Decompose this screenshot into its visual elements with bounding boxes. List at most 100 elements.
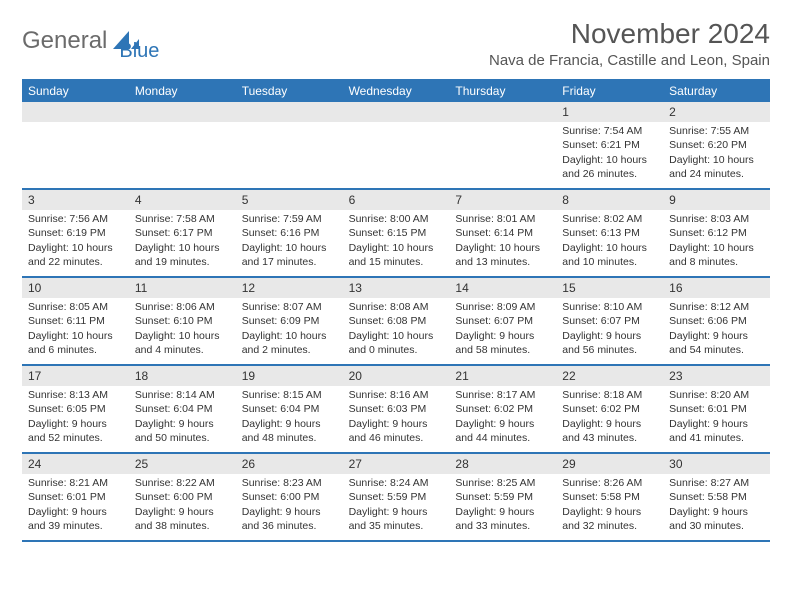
sunrise-text: Sunrise: 8:18 AM	[562, 388, 657, 402]
sunset-text: Sunset: 6:03 PM	[349, 402, 444, 416]
sunset-text: Sunset: 6:16 PM	[242, 226, 337, 240]
sunset-text: Sunset: 6:00 PM	[135, 490, 230, 504]
day-body: Sunrise: 7:55 AMSunset: 6:20 PMDaylight:…	[663, 122, 770, 187]
day-cell: .	[343, 102, 450, 188]
day-cell: 22Sunrise: 8:18 AMSunset: 6:02 PMDayligh…	[556, 366, 663, 452]
daylight-text: Daylight: 10 hours and 0 minutes.	[349, 329, 444, 357]
day-number: 5	[236, 190, 343, 210]
sunset-text: Sunset: 6:20 PM	[669, 138, 764, 152]
daylight-text: Daylight: 9 hours and 52 minutes.	[28, 417, 123, 445]
dow-friday: Friday	[556, 80, 663, 102]
sunset-text: Sunset: 6:07 PM	[562, 314, 657, 328]
day-number: 3	[22, 190, 129, 210]
sunset-text: Sunset: 6:05 PM	[28, 402, 123, 416]
day-cell: 16Sunrise: 8:12 AMSunset: 6:06 PMDayligh…	[663, 278, 770, 364]
day-number: 20	[343, 366, 450, 386]
dow-tuesday: Tuesday	[236, 80, 343, 102]
day-body: Sunrise: 8:17 AMSunset: 6:02 PMDaylight:…	[449, 386, 556, 451]
daylight-text: Daylight: 9 hours and 35 minutes.	[349, 505, 444, 533]
dow-sunday: Sunday	[22, 80, 129, 102]
day-number: 22	[556, 366, 663, 386]
day-number: 28	[449, 454, 556, 474]
day-body: Sunrise: 7:58 AMSunset: 6:17 PMDaylight:…	[129, 210, 236, 275]
day-cell: 18Sunrise: 8:14 AMSunset: 6:04 PMDayligh…	[129, 366, 236, 452]
day-cell: 21Sunrise: 8:17 AMSunset: 6:02 PMDayligh…	[449, 366, 556, 452]
daylight-text: Daylight: 9 hours and 33 minutes.	[455, 505, 550, 533]
sunrise-text: Sunrise: 8:24 AM	[349, 476, 444, 490]
day-number: 29	[556, 454, 663, 474]
daylight-text: Daylight: 9 hours and 44 minutes.	[455, 417, 550, 445]
week-row: 17Sunrise: 8:13 AMSunset: 6:05 PMDayligh…	[22, 366, 770, 454]
daylight-text: Daylight: 9 hours and 41 minutes.	[669, 417, 764, 445]
sunrise-text: Sunrise: 8:12 AM	[669, 300, 764, 314]
sunrise-text: Sunrise: 8:27 AM	[669, 476, 764, 490]
daylight-text: Daylight: 9 hours and 48 minutes.	[242, 417, 337, 445]
day-cell: 11Sunrise: 8:06 AMSunset: 6:10 PMDayligh…	[129, 278, 236, 364]
sunset-text: Sunset: 6:21 PM	[562, 138, 657, 152]
day-body: Sunrise: 8:08 AMSunset: 6:08 PMDaylight:…	[343, 298, 450, 363]
day-body: Sunrise: 8:01 AMSunset: 6:14 PMDaylight:…	[449, 210, 556, 275]
month-title: November 2024	[489, 18, 770, 50]
day-number: 10	[22, 278, 129, 298]
sunset-text: Sunset: 6:06 PM	[669, 314, 764, 328]
day-cell: .	[449, 102, 556, 188]
day-cell: 1Sunrise: 7:54 AMSunset: 6:21 PMDaylight…	[556, 102, 663, 188]
sunrise-text: Sunrise: 7:54 AM	[562, 124, 657, 138]
dow-monday: Monday	[129, 80, 236, 102]
day-body: Sunrise: 8:14 AMSunset: 6:04 PMDaylight:…	[129, 386, 236, 451]
day-body: Sunrise: 8:06 AMSunset: 6:10 PMDaylight:…	[129, 298, 236, 363]
daylight-text: Daylight: 9 hours and 32 minutes.	[562, 505, 657, 533]
day-number: 13	[343, 278, 450, 298]
day-cell: 27 Sunrise: 8:24 AMSunset: 5:59 PMDayligh…	[343, 454, 450, 540]
day-body: Sunrise: 8:07 AMSunset: 6:09 PMDaylight:…	[236, 298, 343, 363]
day-body	[129, 122, 236, 130]
day-number: 15	[556, 278, 663, 298]
day-body: Sunrise: 8:13 AMSunset: 6:05 PMDaylight:…	[22, 386, 129, 451]
sunrise-text: Sunrise: 8:15 AM	[242, 388, 337, 402]
day-cell: 17Sunrise: 8:13 AMSunset: 6:05 PMDayligh…	[22, 366, 129, 452]
daylight-text: Daylight: 10 hours and 2 minutes.	[242, 329, 337, 357]
day-body: Sunrise: 8:27 AMSunset: 5:58 PMDaylight:…	[663, 474, 770, 539]
day-number: .	[22, 102, 129, 122]
day-number: 27	[343, 454, 450, 474]
day-number: 24	[22, 454, 129, 474]
day-cell: 12Sunrise: 8:07 AMSunset: 6:09 PMDayligh…	[236, 278, 343, 364]
day-number: 30	[663, 454, 770, 474]
daylight-text: Daylight: 10 hours and 15 minutes.	[349, 241, 444, 269]
week-row: 24Sunrise: 8:21 AMSunset: 6:01 PMDayligh…	[22, 454, 770, 542]
weeks-container: .....1Sunrise: 7:54 AMSunset: 6:21 PMDay…	[22, 102, 770, 542]
logo: General Blue	[22, 18, 159, 63]
day-cell: 2Sunrise: 7:55 AMSunset: 6:20 PMDaylight…	[663, 102, 770, 188]
day-number: 26	[236, 454, 343, 474]
day-number: .	[236, 102, 343, 122]
sunrise-text: Sunrise: 8:09 AM	[455, 300, 550, 314]
day-body: Sunrise: 8:16 AMSunset: 6:03 PMDaylight:…	[343, 386, 450, 451]
daylight-text: Daylight: 10 hours and 22 minutes.	[28, 241, 123, 269]
sunset-text: Sunset: 6:01 PM	[28, 490, 123, 504]
day-number: .	[449, 102, 556, 122]
day-cell: 28Sunrise: 8:25 AMSunset: 5:59 PMDayligh…	[449, 454, 556, 540]
day-body	[449, 122, 556, 130]
sunset-text: Sunset: 6:08 PM	[349, 314, 444, 328]
daylight-text: Daylight: 9 hours and 39 minutes.	[28, 505, 123, 533]
day-number: 21	[449, 366, 556, 386]
sunset-text: Sunset: 5:59 PM	[349, 490, 444, 504]
daylight-text: Daylight: 9 hours and 58 minutes.	[455, 329, 550, 357]
daylight-text: Daylight: 9 hours and 43 minutes.	[562, 417, 657, 445]
sunrise-text: Sunrise: 8:21 AM	[28, 476, 123, 490]
sunrise-text: Sunrise: 8:05 AM	[28, 300, 123, 314]
daylight-text: Daylight: 10 hours and 13 minutes.	[455, 241, 550, 269]
day-body: Sunrise: 7:54 AMSunset: 6:21 PMDaylight:…	[556, 122, 663, 187]
sunrise-text: Sunrise: 8:25 AM	[455, 476, 550, 490]
week-row: .....1Sunrise: 7:54 AMSunset: 6:21 PMDay…	[22, 102, 770, 190]
day-body: Sunrise: 8:12 AMSunset: 6:06 PMDaylight:…	[663, 298, 770, 363]
day-number: 17	[22, 366, 129, 386]
day-of-week-header: Sunday Monday Tuesday Wednesday Thursday…	[22, 79, 770, 102]
dow-saturday: Saturday	[663, 80, 770, 102]
dow-thursday: Thursday	[449, 80, 556, 102]
daylight-text: Daylight: 9 hours and 30 minutes.	[669, 505, 764, 533]
day-cell: 24 Sunrise: 8:21 AMSunset: 6:01 PMDayligh…	[22, 454, 129, 540]
sunset-text: Sunset: 6:14 PM	[455, 226, 550, 240]
sunrise-text: Sunrise: 8:03 AM	[669, 212, 764, 226]
day-cell: 7Sunrise: 8:01 AMSunset: 6:14 PMDaylight…	[449, 190, 556, 276]
